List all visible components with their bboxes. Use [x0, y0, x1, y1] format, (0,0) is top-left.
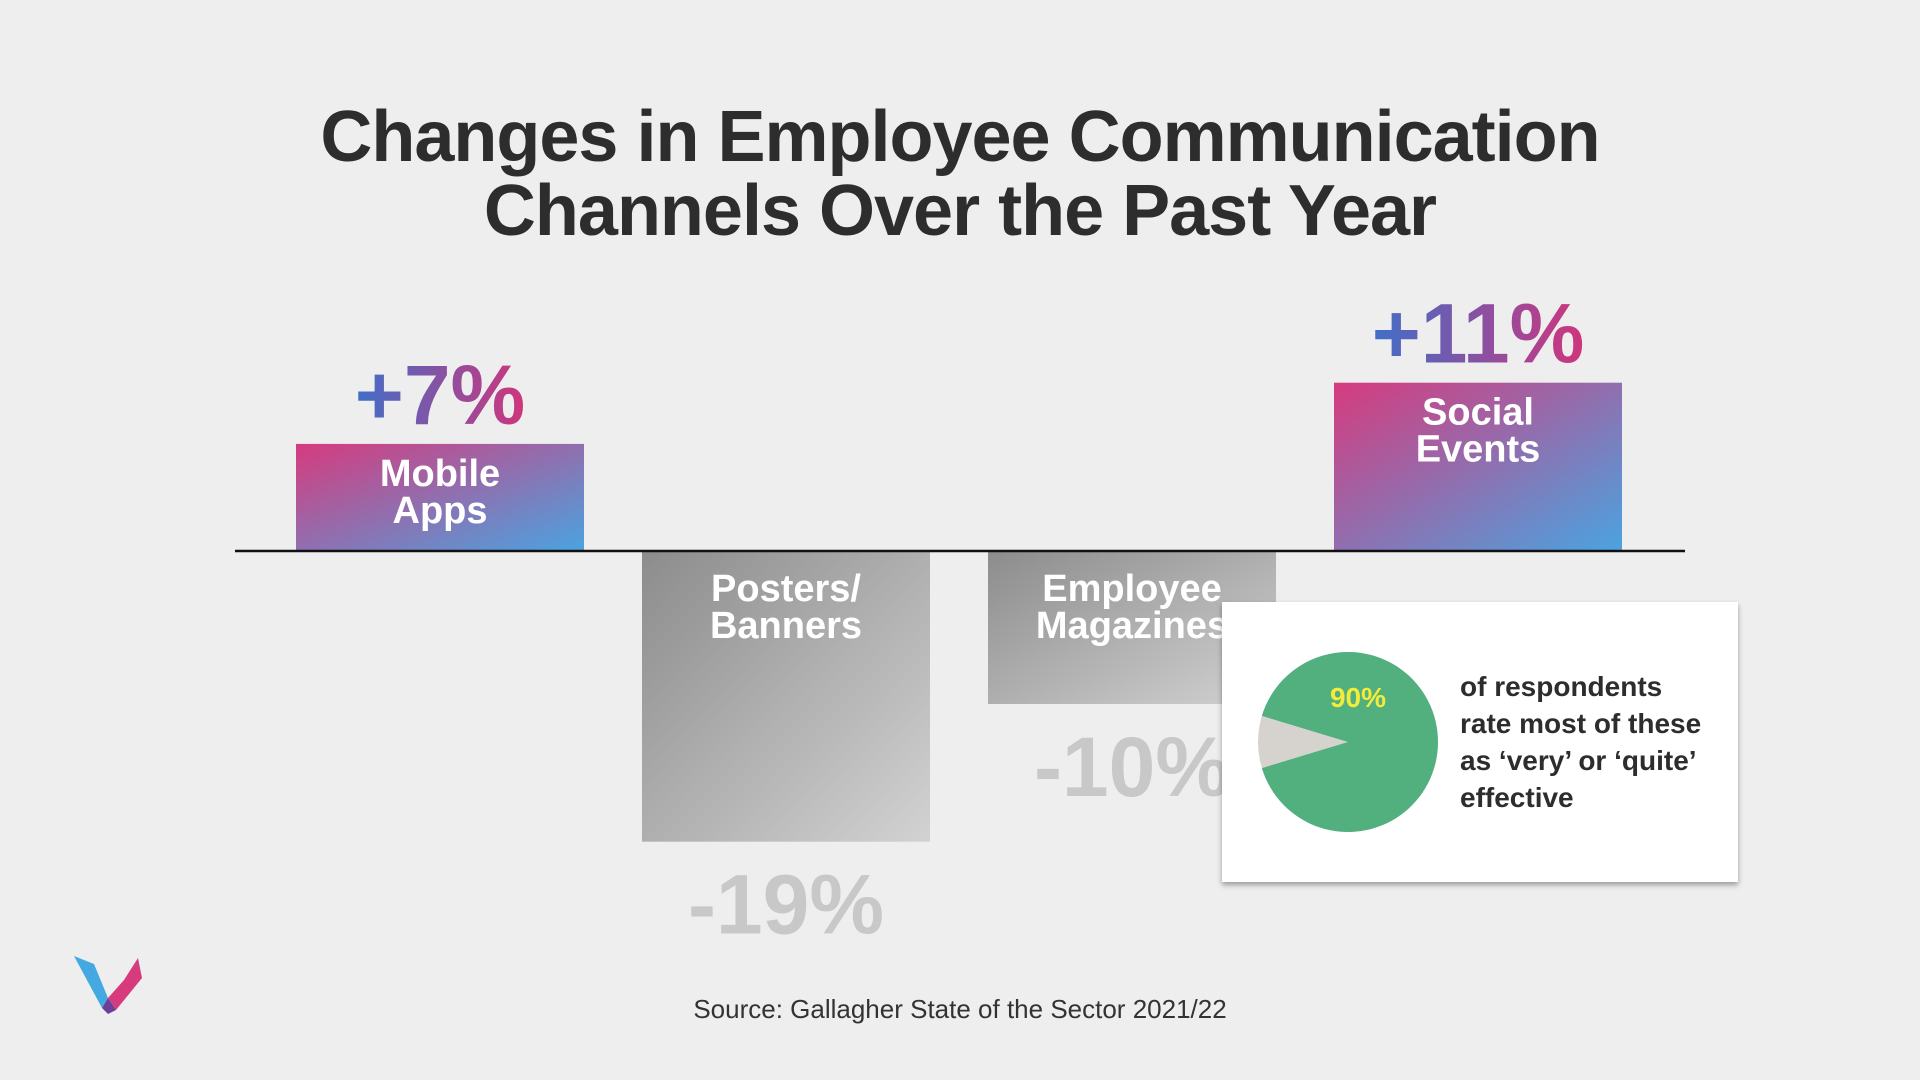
callout-line: effective: [1460, 782, 1574, 813]
pie-percent-label: 90%: [1330, 682, 1386, 713]
chart-title: Changes in Employee Communication Channe…: [0, 100, 1920, 248]
bar-mobile-apps: [296, 443, 584, 551]
bar-value-label: -10%: [1034, 720, 1230, 814]
callout-pie-chart: 90%: [1258, 652, 1438, 832]
bar-posters-banners: [642, 551, 930, 842]
callout-line: of respondents: [1460, 671, 1663, 702]
bar-value-label: -19%: [688, 858, 884, 952]
bar-category-label: Banners: [710, 605, 862, 647]
bar-value-label: +7%: [355, 348, 525, 442]
bar-category-label: Apps: [393, 490, 488, 532]
bar-category-label: Magazines: [1036, 605, 1228, 647]
bar-category-label: Employee: [1042, 568, 1222, 610]
bar-value-label: +11%: [1372, 287, 1585, 381]
callout-line: rate most of these: [1460, 708, 1702, 739]
bar-social-events: [1334, 382, 1622, 551]
callout-card: 90% of respondents rate most of these as…: [1222, 602, 1738, 882]
bar-category-label: Events: [1416, 429, 1541, 471]
pie-slice-main: [1261, 652, 1438, 832]
chart-title-line-1: Changes in Employee Communication: [320, 97, 1600, 177]
brand-logo-icon: [74, 956, 142, 1014]
callout-line: as ‘very’ or ‘quite’: [1460, 745, 1697, 776]
callout-description: of respondents rate most of these as ‘ve…: [1460, 668, 1730, 816]
chart-title-line-2: Channels Over the Past Year: [483, 171, 1437, 251]
bar-category-label: Mobile: [380, 453, 500, 495]
source-note: Source: Gallagher State of the Sector 20…: [693, 994, 1227, 1024]
bar-category-label: Social: [1422, 392, 1534, 434]
bar-category-label: Posters/: [711, 568, 861, 610]
